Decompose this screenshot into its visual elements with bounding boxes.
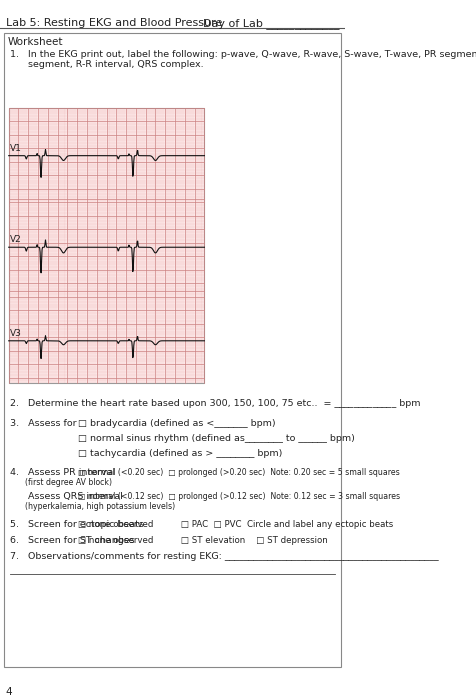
Text: 4.   Assess PR interval: 4. Assess PR interval	[10, 468, 115, 477]
Text: V1: V1	[10, 144, 22, 153]
Text: □ normal sinus rhythm (defined as________ to ______ bpm): □ normal sinus rhythm (defined as_______…	[78, 433, 355, 442]
Bar	[9, 108, 204, 383]
Text: □ normal (<0.12 sec)  □ prolonged (>0.12 sec)  Note: 0.12 sec = 3 small squares: □ normal (<0.12 sec) □ prolonged (>0.12 …	[78, 493, 400, 501]
Text: 5.   Screen for ectopic beats: 5. Screen for ectopic beats	[10, 520, 144, 529]
Text: Lab 5: Resting EKG and Blood Pressure: Lab 5: Resting EKG and Blood Pressure	[6, 18, 222, 28]
Text: □ none observed          □ ST elevation    □ ST depression: □ none observed □ ST elevation □ ST depr…	[78, 536, 328, 545]
Text: 3.   Assess for: 3. Assess for	[10, 419, 77, 428]
Text: Day of Lab _____________: Day of Lab _____________	[203, 18, 339, 29]
Text: Worksheet: Worksheet	[7, 37, 63, 47]
Text: □ normal (<0.20 sec)  □ prolonged (>0.20 sec)  Note: 0.20 sec = 5 small squares: □ normal (<0.20 sec) □ prolonged (>0.20 …	[78, 468, 400, 477]
Bar	[9, 108, 204, 383]
Text: □ tachycardia (defined as > ________ bpm): □ tachycardia (defined as > ________ bpm…	[78, 449, 283, 458]
Text: V2: V2	[10, 235, 22, 244]
Text: 4: 4	[6, 687, 12, 697]
Text: □ none observed          □ PAC  □ PVC  Circle and label any ectopic beats: □ none observed □ PAC □ PVC Circle and l…	[78, 520, 394, 529]
Text: (first degree AV block): (first degree AV block)	[10, 479, 112, 487]
Text: V3: V3	[10, 329, 22, 338]
Text: 2.   Determine the heart rate based upon 300, 150, 100, 75 etc..  = ____________: 2. Determine the heart rate based upon 3…	[10, 398, 421, 407]
Text: 7.   Observations/comments for resting EKG: ____________________________________: 7. Observations/comments for resting EKG…	[10, 552, 439, 561]
Text: 1.   In the EKG print out, label the following: p-wave, Q-wave, R-wave, S-wave, : 1. In the EKG print out, label the follo…	[10, 50, 476, 69]
Text: (hyperkalemia, high potassium levels): (hyperkalemia, high potassium levels)	[10, 503, 175, 512]
Text: 6.   Screen for ST changes: 6. Screen for ST changes	[10, 536, 135, 545]
Text: Assess QRS interval: Assess QRS interval	[10, 493, 123, 501]
Text: □ bradycardia (defined as <_______ bpm): □ bradycardia (defined as <_______ bpm)	[78, 419, 276, 428]
